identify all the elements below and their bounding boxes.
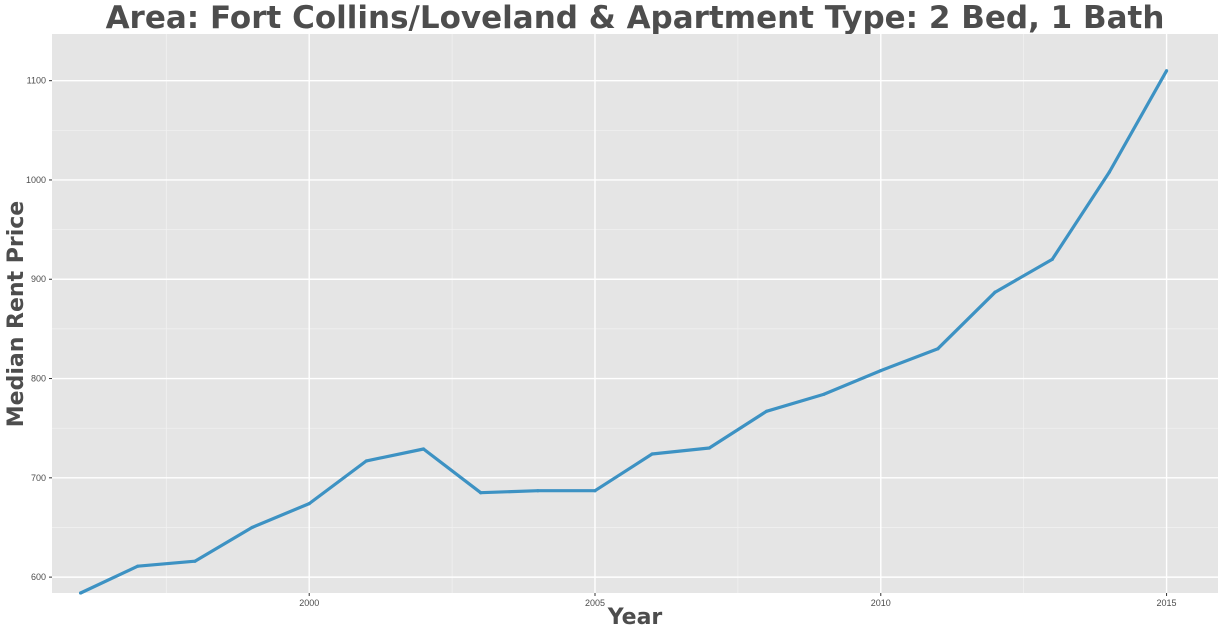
- data-point: [364, 459, 368, 463]
- plot-panel: [52, 34, 1218, 593]
- grid-lines: [52, 34, 1218, 593]
- x-tick-label: 2010: [871, 598, 891, 608]
- series-line: [79, 69, 1168, 595]
- data-point: [78, 591, 83, 595]
- y-tick-label: 900: [31, 274, 46, 284]
- data-point: [1050, 257, 1054, 261]
- data-point: [250, 525, 254, 530]
- data-point: [593, 489, 597, 493]
- data-point: [993, 290, 997, 294]
- data-point: [193, 559, 197, 563]
- data-point: [764, 409, 769, 413]
- series-group: [78, 69, 1169, 595]
- data-point: [707, 446, 711, 450]
- data-point: [307, 502, 311, 506]
- y-axis-label: Median Rent Price: [4, 200, 29, 428]
- y-tick-label: 1100: [27, 76, 46, 86]
- chart-title: Area: Fort Collins/Loveland & Apartment …: [105, 0, 1165, 36]
- x-tick-label: 2015: [1157, 598, 1177, 608]
- x-axis-label: Year: [607, 605, 663, 630]
- data-point: [421, 447, 426, 451]
- data-point: [1107, 170, 1112, 174]
- y-tick-label: 700: [31, 473, 46, 483]
- data-point: [822, 392, 826, 397]
- x-tick-label: 2005: [585, 598, 605, 608]
- data-point: [479, 491, 483, 495]
- data-point: [936, 347, 940, 351]
- y-tick-label: 800: [31, 374, 46, 384]
- y-tick-label: 600: [31, 572, 46, 582]
- data-point: [136, 564, 140, 568]
- data-point: [879, 368, 883, 373]
- x-tick-label: 2000: [299, 598, 319, 608]
- data-point: [536, 489, 540, 493]
- x-axis-ticks: 2000 2005 2010 2015: [299, 593, 1177, 608]
- y-tick-label: 1000: [26, 175, 46, 185]
- data-point: [650, 452, 654, 456]
- data-point: [1164, 69, 1169, 73]
- y-axis-ticks: 600 700 800 900 1000 1100: [26, 76, 52, 582]
